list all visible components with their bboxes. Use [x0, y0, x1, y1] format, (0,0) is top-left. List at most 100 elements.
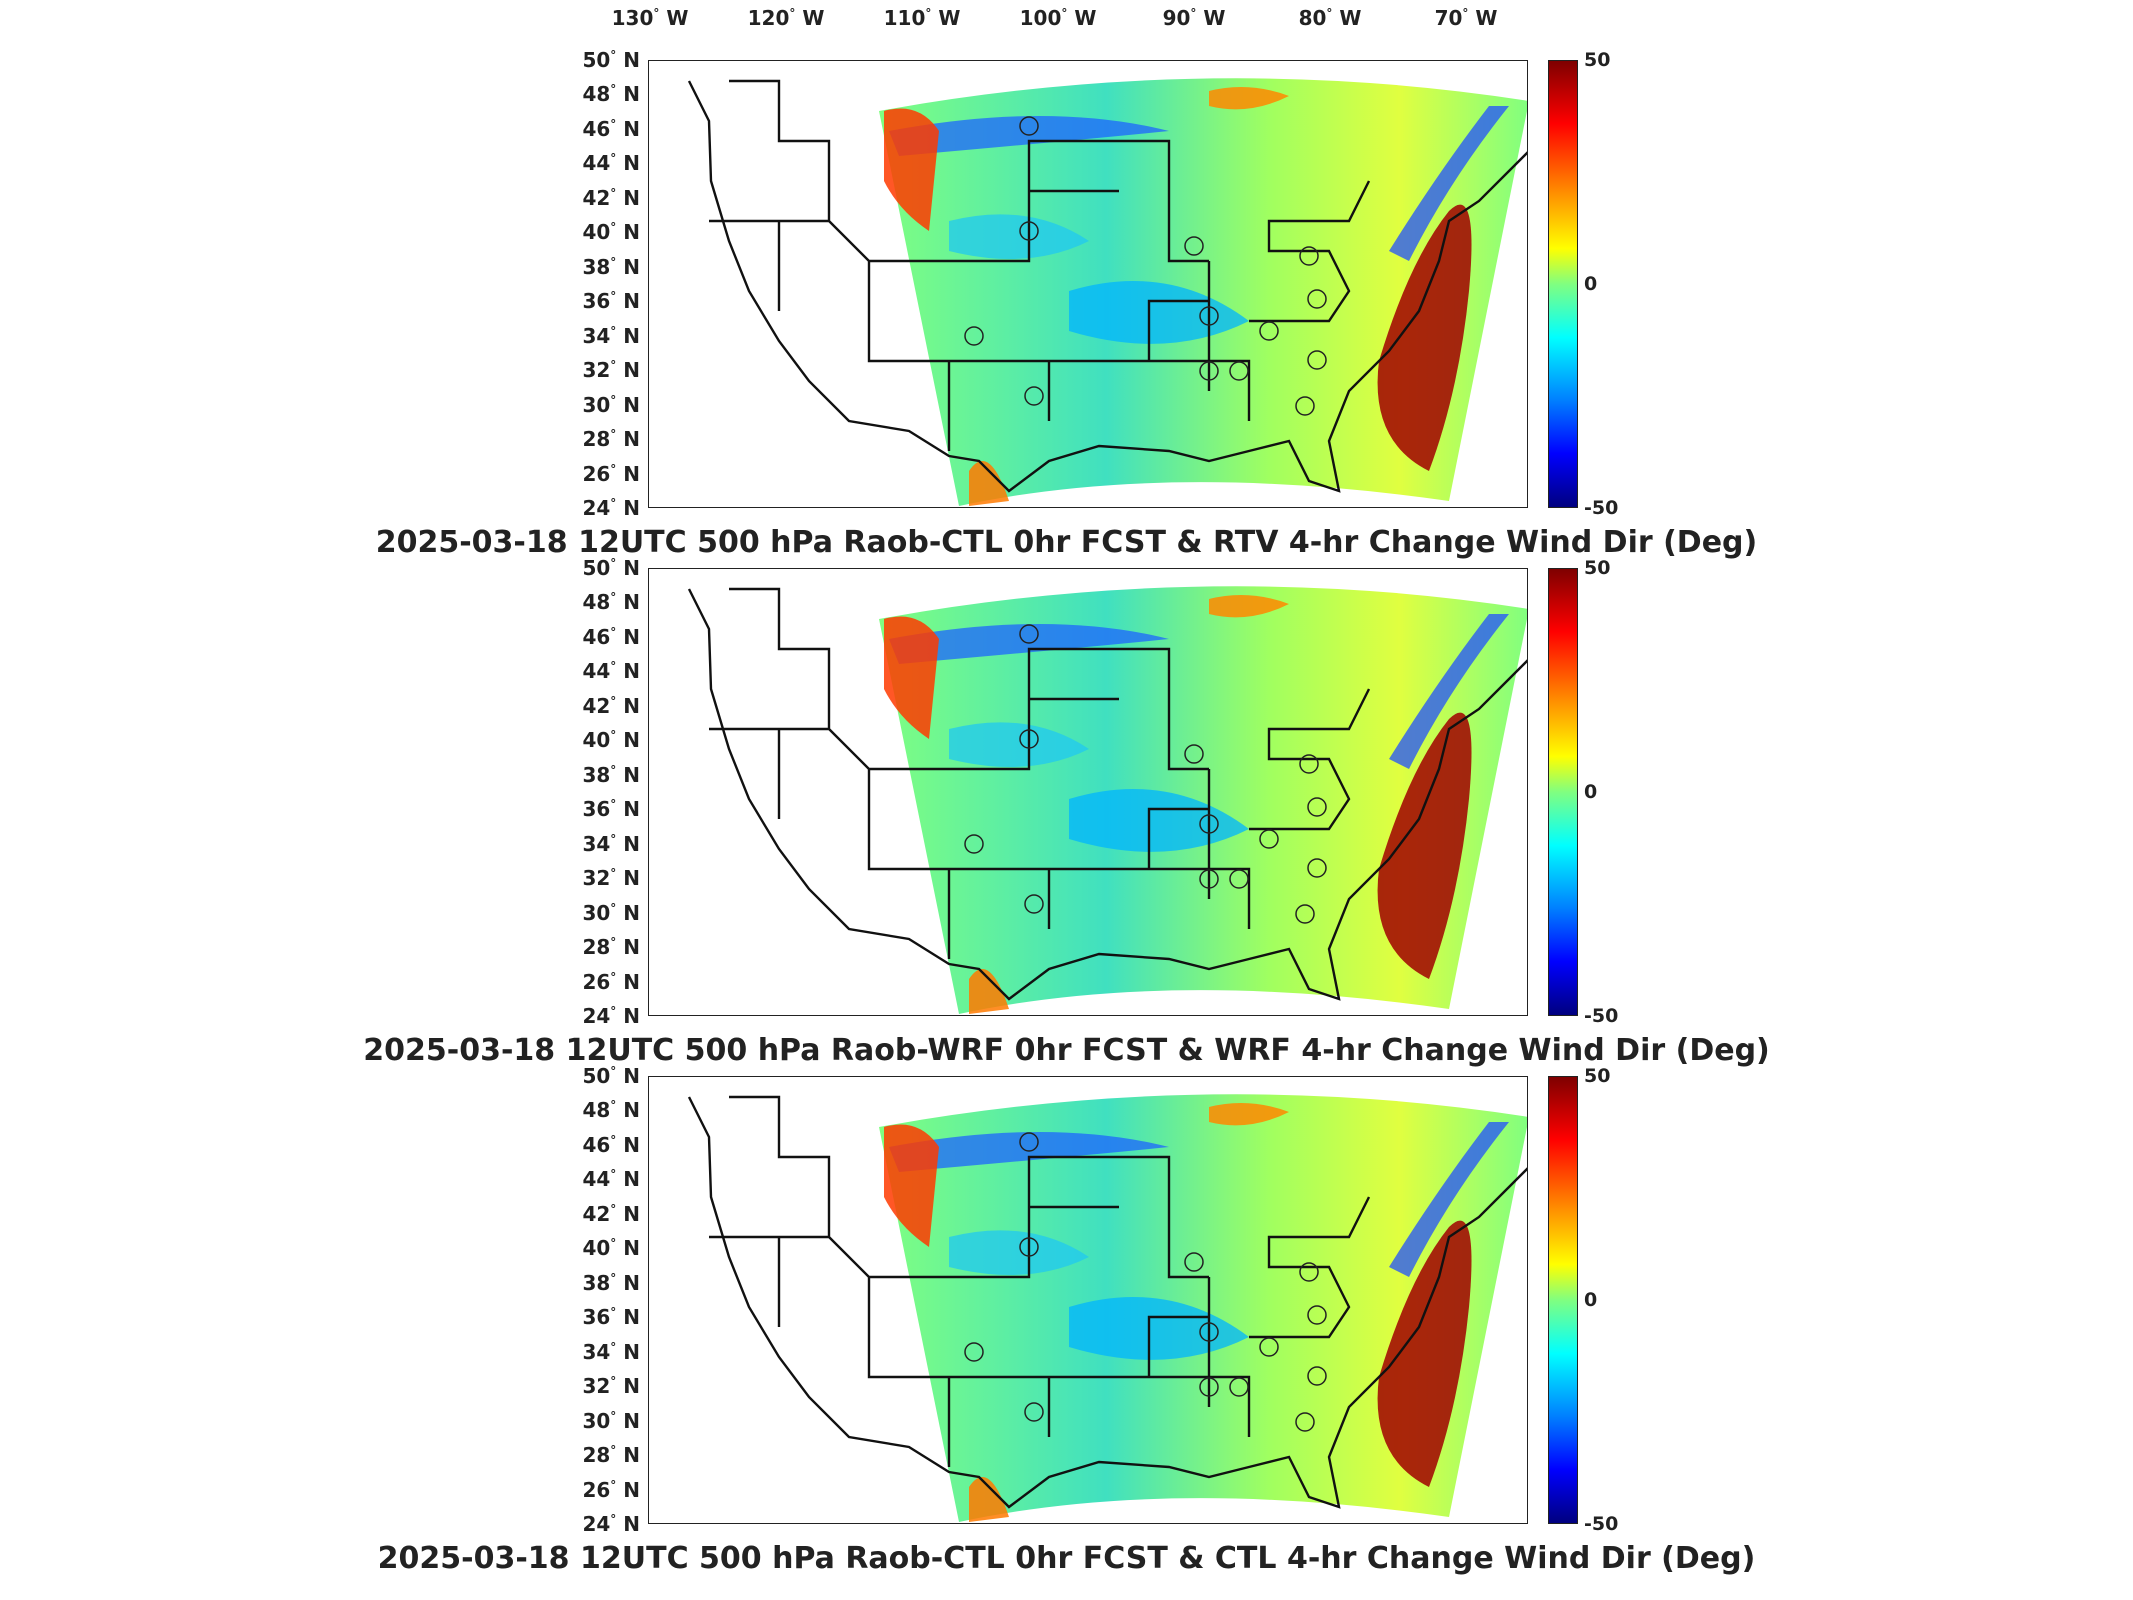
- raob-station-marker: [1184, 744, 1204, 764]
- northern-blue-band: [889, 624, 1169, 664]
- lat-label-34: 34° N: [582, 323, 640, 348]
- colorbar-tick-mid: 0: [1584, 1289, 1598, 1311]
- plains-cyan-area: [949, 214, 1089, 259]
- northern-blue-band: [889, 1132, 1169, 1172]
- raob-station-marker: [1199, 869, 1219, 889]
- central-cyan-area: [1069, 1297, 1249, 1360]
- colorbar: [1548, 1076, 1578, 1524]
- raob-station-marker: [1295, 396, 1315, 416]
- lat-label-28: 28° N: [582, 935, 640, 960]
- lat-label-30: 30° N: [582, 900, 640, 925]
- lat-label-24: 24° N: [582, 496, 640, 520]
- northwest-red-area: [884, 108, 939, 231]
- raob-station-marker: [1024, 1402, 1044, 1422]
- wind-direction-map: [648, 1076, 1528, 1524]
- north-orange-area: [1209, 1103, 1289, 1126]
- central-cyan-area: [1069, 789, 1249, 852]
- north-orange-area: [1209, 87, 1289, 110]
- lat-label-46: 46° N: [582, 624, 640, 649]
- raob-station-marker: [1019, 116, 1039, 136]
- lat-label-26: 26° N: [582, 1477, 640, 1502]
- lat-label-32: 32° N: [582, 866, 640, 891]
- lat-label-38: 38° N: [582, 762, 640, 787]
- lat-label-48: 48° N: [582, 590, 640, 615]
- lat-label-30: 30° N: [582, 392, 640, 417]
- raob-station-marker: [1199, 814, 1219, 834]
- lat-label-32: 32° N: [582, 1374, 640, 1399]
- northwest-red-area: [884, 1124, 939, 1247]
- lat-label-42: 42° N: [582, 693, 640, 718]
- lat-label-34: 34° N: [582, 831, 640, 856]
- raob-station-marker: [1299, 246, 1319, 266]
- map-canvas: [687, 78, 1527, 506]
- lat-label-46: 46° N: [582, 116, 640, 141]
- lat-label-28: 28° N: [582, 1443, 640, 1468]
- raob-station-marker: [1199, 1377, 1219, 1397]
- raob-station-marker: [1019, 1237, 1039, 1257]
- raob-station-marker: [1307, 1366, 1327, 1386]
- lat-label-40: 40° N: [582, 1236, 640, 1261]
- raob-station-marker: [1295, 1412, 1315, 1432]
- state-borders: [687, 1095, 1527, 1509]
- wind-direction-map: [648, 568, 1528, 1016]
- colorbar-tick-max: 50: [1584, 1065, 1611, 1087]
- plains-cyan-area: [949, 722, 1089, 767]
- lon-label-110: 110° W: [883, 6, 961, 30]
- lat-label-36: 36° N: [582, 797, 640, 822]
- north-orange-area: [1209, 595, 1289, 618]
- lat-label-42: 42° N: [582, 1201, 640, 1226]
- map-canvas: [687, 586, 1527, 1014]
- lat-label-24: 24° N: [582, 1004, 640, 1028]
- raob-station-marker: [964, 1342, 984, 1362]
- panel-title: 2025-03-18 12UTC 500 hPa Raob-WRF 0hr FC…: [363, 1033, 1770, 1068]
- lat-label-34: 34° N: [582, 1339, 640, 1364]
- raob-station-marker: [964, 326, 984, 346]
- state-borders: [687, 587, 1527, 1001]
- raob-station-marker: [1019, 624, 1039, 644]
- raob-station-marker: [1019, 729, 1039, 749]
- south-orange-area: [969, 969, 1009, 1014]
- raob-station-marker: [1184, 1252, 1204, 1272]
- raob-station-marker: [1307, 858, 1327, 878]
- lat-label-38: 38° N: [582, 1270, 640, 1295]
- lat-label-30: 30° N: [582, 1408, 640, 1433]
- colorbar-tick-min: -50: [1584, 497, 1619, 519]
- plains-cyan-area: [949, 1230, 1089, 1275]
- northwest-red-area: [884, 616, 939, 739]
- raob-station-marker: [1019, 1132, 1039, 1152]
- raob-station-marker: [1299, 1262, 1319, 1282]
- central-cyan-area: [1069, 281, 1249, 344]
- lat-label-36: 36° N: [582, 289, 640, 314]
- raob-station-marker: [1199, 361, 1219, 381]
- raob-station-marker: [1295, 904, 1315, 924]
- atlantic-red-area: [1377, 712, 1472, 979]
- lat-label-48: 48° N: [582, 82, 640, 107]
- lon-label-70: 70° W: [1434, 6, 1498, 30]
- raob-station-marker: [1024, 894, 1044, 914]
- raob-station-marker: [1299, 754, 1319, 774]
- coastal-blue-band: [1389, 614, 1509, 769]
- lon-label-130: 130° W: [611, 6, 689, 30]
- raob-station-marker: [1199, 1322, 1219, 1342]
- coastal-blue-band: [1389, 106, 1509, 261]
- panel-title: 2025-03-18 12UTC 500 hPa Raob-CTL 0hr FC…: [375, 525, 1758, 560]
- raob-station-marker: [1307, 350, 1327, 370]
- lat-label-36: 36° N: [582, 1305, 640, 1330]
- raob-station-marker: [1307, 1305, 1327, 1325]
- raob-station-marker: [1229, 361, 1249, 381]
- panel-title: 2025-03-18 12UTC 500 hPa Raob-CTL 0hr FC…: [377, 1541, 1756, 1576]
- colorbar-tick-min: -50: [1584, 1513, 1619, 1535]
- lat-label-38: 38° N: [582, 254, 640, 279]
- lat-label-40: 40° N: [582, 220, 640, 245]
- coastal-blue-band: [1389, 1122, 1509, 1277]
- lon-label-120: 120° W: [747, 6, 825, 30]
- lat-label-44: 44° N: [582, 151, 640, 176]
- lat-label-42: 42° N: [582, 185, 640, 210]
- lat-label-44: 44° N: [582, 659, 640, 684]
- raob-station-marker: [1307, 289, 1327, 309]
- state-borders: [687, 79, 1527, 493]
- raob-station-marker: [1259, 1337, 1279, 1357]
- model-domain-field: [879, 586, 1527, 1014]
- model-domain-field: [879, 1094, 1527, 1522]
- colorbar: [1548, 568, 1578, 1016]
